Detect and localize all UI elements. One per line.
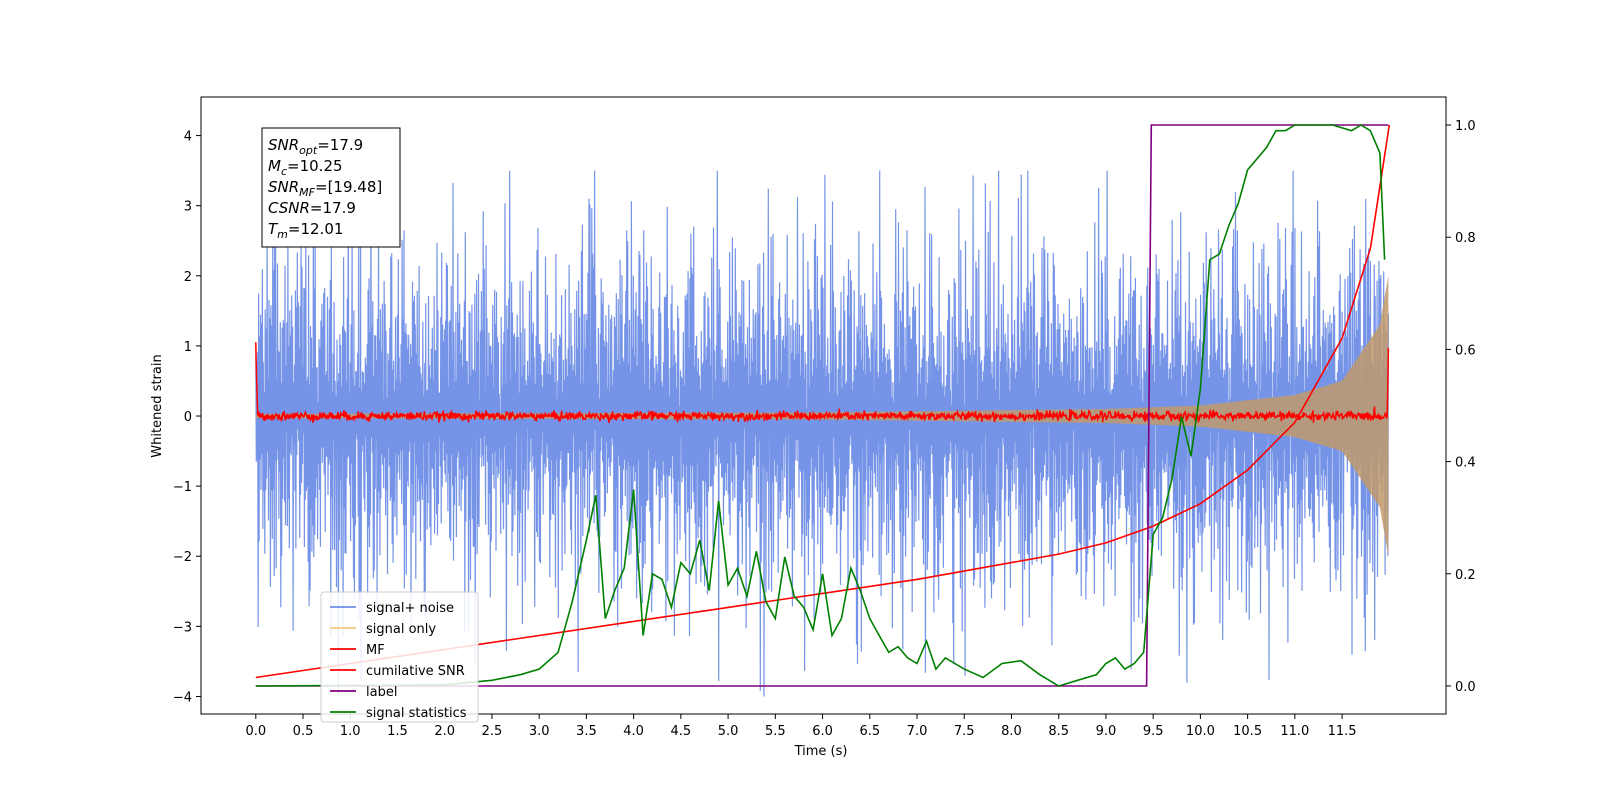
x-axis-ticks: 0.0 0.5 1.0 1.5 2.0 2.5 3.0 3.5 4.0 4.5 5.0 5.5 6.0 6… — [245, 714, 1357, 739]
x-tick-label: 5.0 — [718, 724, 739, 739]
info-line: Mc=10.25 — [268, 157, 343, 178]
x-tick-label: 1.5 — [387, 724, 408, 739]
cumulative-snr-series — [255, 124, 1391, 679]
y2-tick-label: 0.6 — [1455, 343, 1476, 358]
x-tick-label: 11.0 — [1280, 724, 1309, 739]
x-tick-label: 4.5 — [671, 724, 692, 739]
x-tick-label: 3.0 — [529, 724, 550, 739]
x-tick-label: 2.5 — [482, 724, 503, 739]
x-tick-label: 5.5 — [765, 724, 786, 739]
info-line: Tm=12.01 — [268, 220, 343, 241]
y-tick-label: −4 — [173, 690, 192, 705]
info-line: SNRMF=[19.48] — [268, 178, 382, 199]
label-series — [255, 124, 1389, 687]
x-tick-label: 8.0 — [1001, 724, 1022, 739]
y-tick-label: 1 — [184, 340, 192, 355]
y-axis-ticks: −4 −3 −2 −1 0 1 2 3 4 — [173, 130, 201, 705]
x-tick-label: 4.0 — [623, 724, 644, 739]
plot-frame — [200, 96, 1447, 715]
info-line: SNRopt=17.9 — [268, 136, 363, 157]
x-tick-label: 0.5 — [293, 724, 314, 739]
x-tick-label: 7.5 — [954, 724, 975, 739]
info-line: CSNR=17.9 — [268, 199, 356, 217]
x-tick-label: 3.5 — [576, 724, 597, 739]
y2-tick-label: 0.0 — [1455, 680, 1476, 695]
x-tick-label: 11.5 — [1328, 724, 1357, 739]
x-axis-label: Time (s) — [794, 744, 848, 759]
signal-statistics-series — [255, 124, 1386, 687]
y-axis-label: Whitened strain — [150, 354, 165, 457]
y2-tick-label: 0.8 — [1455, 231, 1476, 246]
y-tick-label: 4 — [184, 130, 192, 145]
y-tick-label: 2 — [184, 270, 192, 285]
y-tick-label: −2 — [173, 550, 192, 565]
y-tick-label: 3 — [184, 200, 192, 215]
legend-label: signal only — [366, 622, 436, 637]
x-tick-label: 9.0 — [1096, 724, 1117, 739]
x-tick-label: 2.0 — [434, 724, 455, 739]
legend-label: signal statistics — [366, 706, 467, 721]
x-tick-label: 0.0 — [245, 724, 266, 739]
info-box: SNRopt=17.9Mc=10.25SNRMF=[19.48]CSNR=17.… — [261, 127, 401, 248]
y-tick-label: −1 — [173, 480, 192, 495]
x-tick-label: 7.0 — [907, 724, 928, 739]
y2-tick-label: 0.2 — [1455, 568, 1476, 583]
x-tick-label: 10.0 — [1186, 724, 1215, 739]
y-tick-label: 0 — [184, 410, 192, 425]
x-tick-label: 6.5 — [859, 724, 880, 739]
x-tick-label: 1.0 — [340, 724, 361, 739]
y2-tick-label: 0.4 — [1455, 456, 1476, 471]
x-tick-label: 8.5 — [1048, 724, 1069, 739]
signal-plus-noise-series — [255, 170, 1389, 697]
mf-series — [255, 342, 1390, 424]
legend-label: MF — [366, 643, 385, 658]
y2-axis-ticks: 0.0 0.2 0.4 0.6 0.8 1.0 — [1446, 119, 1476, 695]
x-tick-label: 10.5 — [1233, 724, 1262, 739]
legend-label: label — [366, 685, 397, 700]
legend-label: signal+ noise — [366, 601, 454, 616]
legend: signal+ noise signal only MF cumilative SNR… — [320, 591, 479, 723]
x-tick-label: 9.5 — [1143, 724, 1164, 739]
legend-label: cumilative SNR — [366, 664, 465, 679]
y-tick-label: −3 — [173, 620, 192, 635]
x-tick-label: 6.0 — [812, 724, 833, 739]
y2-tick-label: 1.0 — [1455, 119, 1476, 134]
